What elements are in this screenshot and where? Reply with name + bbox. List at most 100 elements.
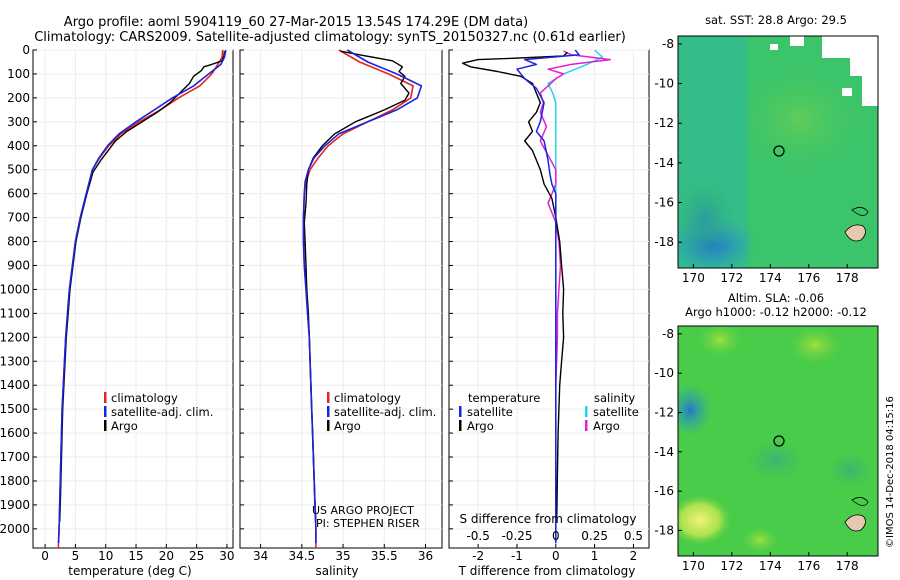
map-x-tick-label: 178 [836, 271, 859, 285]
temperature-panel [32, 49, 234, 549]
credit-project: US ARGO PROJECT [312, 504, 414, 517]
s-diff-tick-label: 0 [552, 529, 560, 543]
sst-map-frame [677, 35, 879, 269]
map-y-tick-label: -10 [654, 77, 674, 91]
depth-tick-label: 1300 [0, 354, 30, 368]
map-y-tick-label: -18 [654, 523, 674, 537]
x-tick-label: -2 [472, 549, 484, 563]
depth-tick-label: 1900 [0, 498, 30, 512]
temperature-ticks: 0 5 10 15 20 25 30 [41, 549, 234, 563]
title-line-1: Argo profile: aoml 5904119_60 27-Mar-201… [64, 15, 528, 30]
difference-panel [448, 49, 650, 549]
x-tick-label: 20 [159, 549, 174, 563]
depth-tick-label: 600 [7, 187, 30, 201]
x-tick-label: 25 [189, 549, 204, 563]
legend-t-satellite-swatch [459, 406, 462, 417]
sst-map-title: sat. SST: 28.8 Argo: 29.5 [705, 13, 847, 27]
depth-tick-label: 200 [7, 91, 30, 105]
temperature-lines [57, 49, 227, 548]
difference-ticks: -2 -1 0 1 2 -0.5 -0.25 0 0.25 0.5 [466, 529, 643, 563]
depth-tick-label: 1400 [0, 378, 30, 392]
legend-argo-label: Argo [334, 419, 361, 433]
x-tick-label: 30 [219, 549, 234, 563]
depth-tick-label: 1800 [0, 474, 30, 488]
depth-tick-label: 1500 [0, 402, 30, 416]
x-tick-label: 35.5 [371, 549, 398, 563]
map-x-tick-label: 170 [682, 559, 705, 573]
sst-map-ticks: 170 172 174 176 178 -8 -10 -12 -14 -16 -18 [654, 37, 858, 285]
map-x-tick-label: 176 [797, 271, 820, 285]
title-line-2: Climatology: CARS2009. Satellite-adjuste… [34, 30, 626, 45]
legend-satellite-swatch [104, 406, 107, 417]
depth-tick-label: 2000 [0, 522, 30, 536]
legend-satellite-label: satellite-adj. clim. [334, 405, 436, 419]
s-diff-tick-label: 0.5 [624, 529, 643, 543]
legend-t-argo-label: Argo [467, 419, 494, 433]
salinity-legend: climatology satellite-adj. clim. Argo [327, 391, 436, 433]
depth-tick-label: 900 [7, 258, 30, 272]
map-y-tick-label: -16 [654, 196, 674, 210]
x-tick-label: 34.5 [288, 549, 315, 563]
s-difference-axis-label: S difference from climatology [460, 512, 637, 526]
legend-climatology-label: climatology [334, 391, 401, 405]
salinity-ticks: 34 34.5 35 35.5 36 [253, 549, 433, 563]
salinity-panel [239, 49, 443, 549]
difference-legend: temperature salinity satellite Argo sate… [459, 391, 639, 433]
legend-argo-swatch [327, 420, 330, 431]
x-tick-label: 0 [41, 549, 49, 563]
temperature-gridlines [33, 49, 233, 548]
temperature-argo-difference-line [461, 51, 568, 522]
s-diff-tick-label: -0.5 [466, 529, 489, 543]
x-tick-label: 5 [72, 549, 80, 563]
salinity-lines [302, 49, 423, 548]
x-tick-label: 2 [630, 549, 638, 563]
depth-axis-ticks: 0 100 200 300 400 500 600 700 800 900 1000 1100 1200… [0, 43, 30, 536]
legend-climatology-swatch [104, 392, 107, 403]
legend-t-argo-swatch [459, 420, 462, 431]
temperature-satellite-difference-line [516, 49, 580, 544]
map-y-tick-label: -18 [654, 235, 674, 249]
sla-map-title: Altim. SLA: -0.06 [728, 291, 824, 305]
map-x-tick-label: 176 [797, 559, 820, 573]
salinity-argo-difference-line [539, 50, 611, 522]
t-difference-axis-label: T difference from climatology [458, 564, 636, 578]
difference-gridlines [449, 49, 649, 548]
map-x-tick-label: 170 [682, 271, 705, 285]
credit-pi: PI: STEPHEN RISER [316, 517, 420, 530]
imos-timestamp: ©IMOS 14-Dec-2018 04:15:16 [885, 396, 896, 548]
s-diff-tick-label: 0.25 [581, 529, 608, 543]
x-tick-label: 36 [418, 549, 433, 563]
temperature-legend: climatology satellite-adj. clim. Argo [104, 391, 213, 433]
sla-map-heights: Argo h1000: -0.12 h2000: -0.12 [685, 305, 867, 319]
x-tick-label: 15 [128, 549, 143, 563]
argo-location-marker [773, 435, 785, 447]
legend-t-satellite-label: satellite [467, 405, 513, 419]
argo-location-marker [773, 145, 785, 157]
map-x-tick-label: 172 [720, 271, 743, 285]
map-y-tick-label: -14 [654, 156, 674, 170]
depth-tick-label: 1200 [0, 330, 30, 344]
difference-lines [461, 49, 611, 544]
depth-tick-label: 1000 [0, 282, 30, 296]
s-diff-tick-label: -0.25 [501, 529, 532, 543]
sla-map-ticks: 170 172 174 176 178 -8 -10 -12 -14 -16 -18 [654, 327, 858, 573]
depth-tick-label: 400 [7, 139, 30, 153]
depth-tick-label: 800 [7, 235, 30, 249]
sla-map-frame [677, 325, 879, 557]
depth-tick-label: 0 [22, 43, 30, 57]
salinity-axis-label: salinity [315, 564, 358, 578]
legend-s-satellite-swatch [585, 406, 588, 417]
map-y-tick-label: -16 [654, 484, 674, 498]
map-x-tick-label: 174 [759, 271, 782, 285]
map-y-tick-label: -12 [654, 405, 674, 419]
map-x-tick-label: 178 [836, 559, 859, 573]
legend-temperature-heading: temperature [468, 391, 540, 405]
depth-tick-label: 1600 [0, 426, 30, 440]
sla-map-image [678, 326, 878, 556]
depth-tick-label: 500 [7, 163, 30, 177]
x-tick-label: 1 [591, 549, 599, 563]
depth-tick-label: 300 [7, 115, 30, 129]
map-y-tick-label: -8 [662, 327, 674, 341]
satellite-temperature-line [57, 49, 227, 544]
